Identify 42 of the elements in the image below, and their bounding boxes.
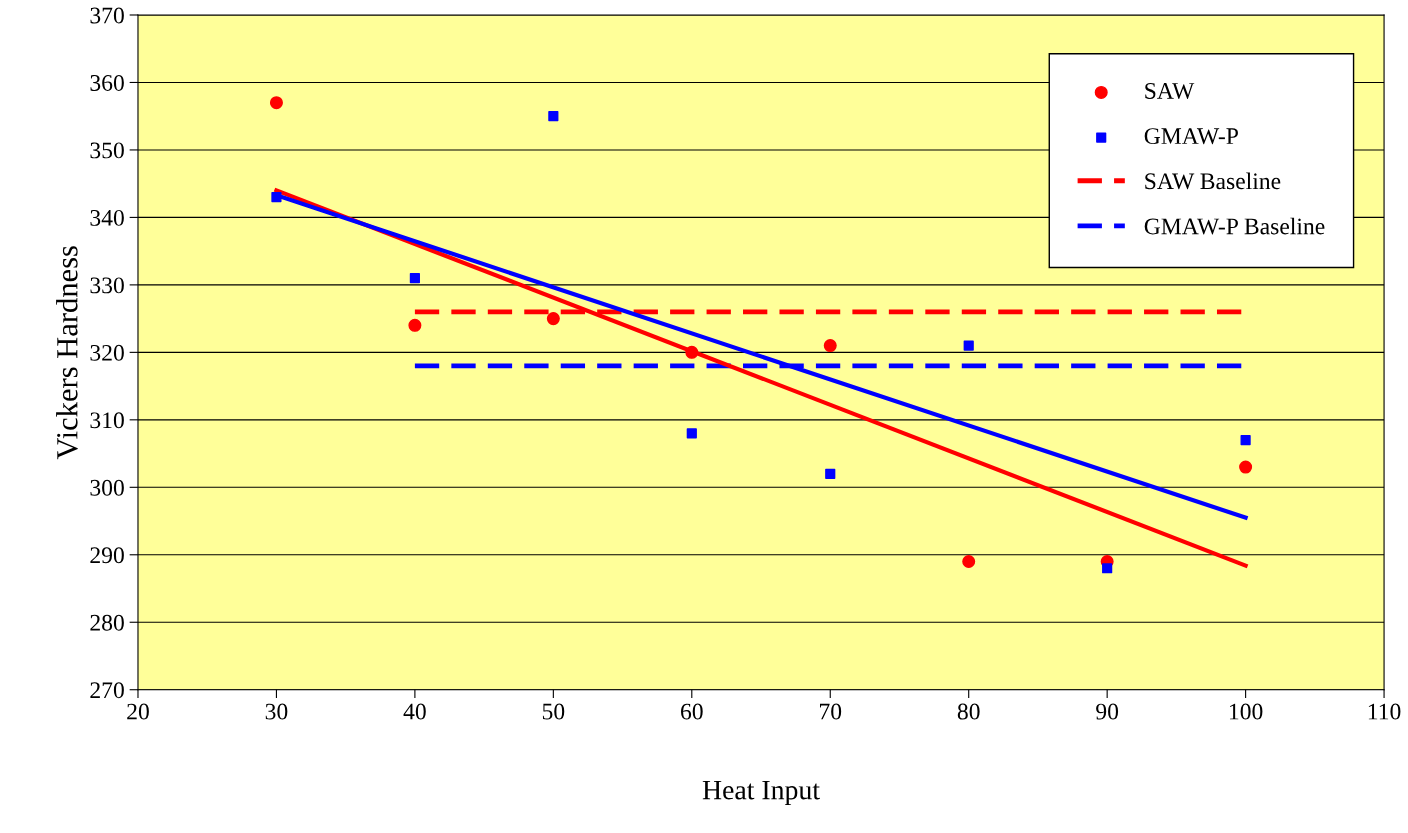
point: [825, 468, 836, 479]
legend-label: GMAW-P: [1144, 128, 1238, 145]
point: [1239, 460, 1253, 474]
point: [409, 273, 420, 284]
legend-label: SAW: [1145, 83, 1195, 100]
x-tick-label: 80: [957, 703, 980, 720]
point: [823, 339, 837, 353]
x-tick-label: 60: [681, 703, 703, 720]
y-tick-label: 300: [90, 479, 124, 496]
y-tick-label: 350: [90, 142, 124, 159]
x-tick-label: 70: [820, 703, 842, 720]
point: [1240, 434, 1251, 446]
y-axis-title: Vickers Hardness: [56, 246, 78, 460]
y-tick-label: 360: [90, 74, 124, 91]
point: [269, 96, 283, 110]
x-tick-label: 100: [1229, 703, 1263, 720]
y-tick-label: 330: [90, 277, 124, 294]
point: [408, 318, 422, 332]
point: [546, 312, 560, 326]
point: [1102, 563, 1113, 574]
y-tick-label: 310: [90, 412, 124, 429]
point: [962, 555, 976, 569]
point: [548, 111, 559, 122]
point: [963, 340, 974, 351]
x-tick-label: 30: [265, 703, 288, 720]
legend-label: GMAW-P Baseline: [1144, 217, 1325, 235]
y-tick-label: 340: [90, 209, 124, 226]
y-tick-label: 320: [90, 344, 124, 361]
x-tick-label: 110: [1368, 703, 1401, 720]
point: [685, 345, 699, 359]
point: [271, 192, 282, 203]
point: [686, 428, 697, 439]
x-axis-title: Heat Input: [702, 780, 820, 806]
x-tick-label: 50: [542, 703, 565, 720]
legend-label: SAW Baseline: [1145, 172, 1281, 190]
y-tick-label: 370: [90, 7, 124, 24]
x-tick-label: 90: [1096, 703, 1119, 720]
y-tick-label: 270: [90, 682, 124, 699]
x-tick-label: 20: [127, 703, 149, 720]
x-tick-label: 40: [403, 703, 426, 720]
y-tick-label: 280: [90, 614, 124, 631]
y-tick-label: 290: [90, 547, 124, 564]
